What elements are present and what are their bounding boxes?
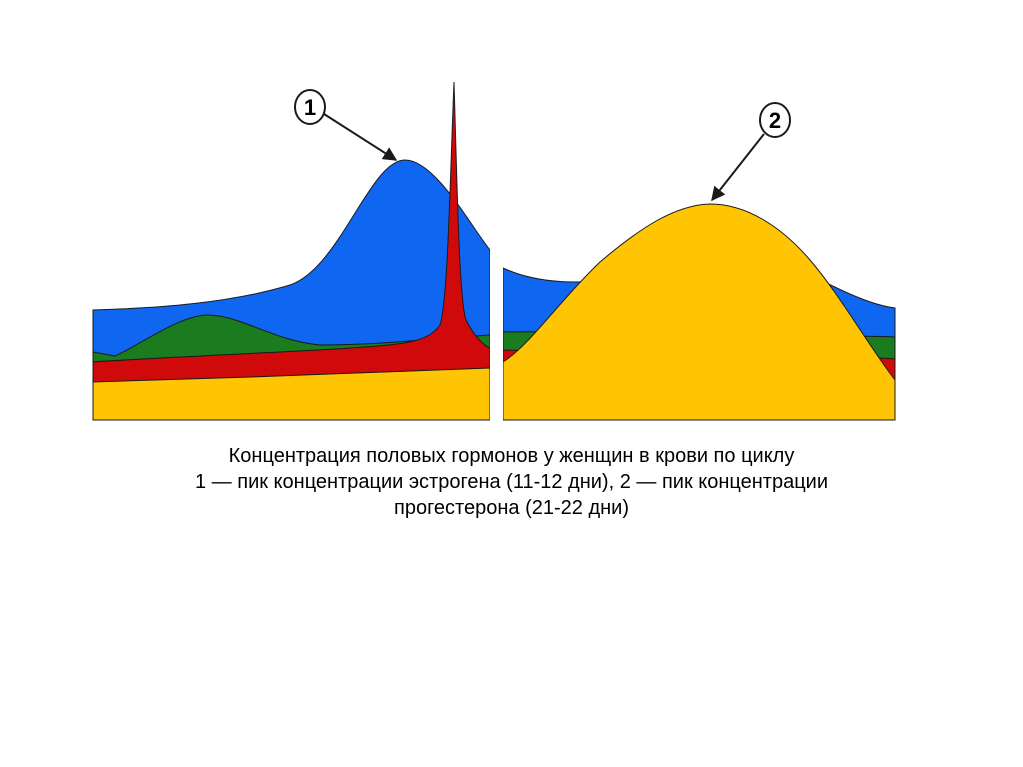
marker-2-arrow [711,133,765,202]
marker-2-label: 2 [769,108,781,133]
marker-2-circle [759,102,791,138]
progesterone-layer-right [502,203,896,421]
left-panel [92,81,491,421]
marker-1-label: 1 [304,95,316,120]
marker-1: 1 [294,89,398,161]
marker-2: 2 [711,102,791,202]
caption-line-2: 1 — пик концентрации эстрогена (11-12 дн… [195,471,828,493]
right-panel [502,203,896,421]
marker-1-circle [294,89,326,125]
panel-divider [490,230,503,422]
caption-line-3: прогестерона (21-22 дни) [394,497,629,519]
figure-caption: Концентрация половых гормонов у женщин в… [100,443,923,521]
marker-1-arrow [323,113,398,161]
progesterone-layer-left [92,367,491,421]
caption-line-1: Концентрация половых гормонов у женщин в… [228,445,795,467]
